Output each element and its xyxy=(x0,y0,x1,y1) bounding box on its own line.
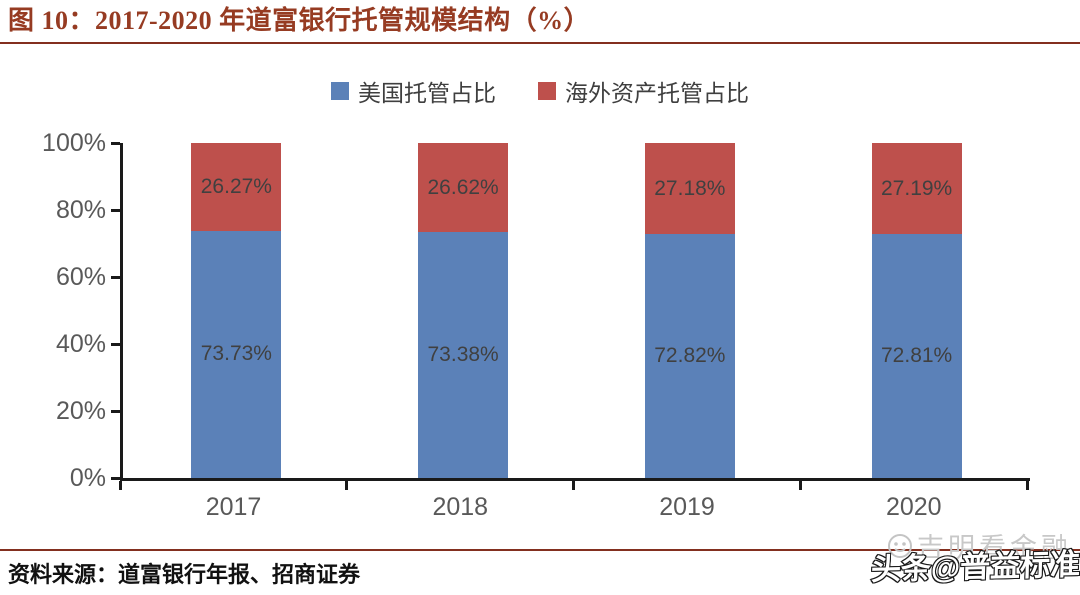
bar-segment-us: 72.82% xyxy=(644,234,735,478)
x-tick-mark xyxy=(1025,481,1029,490)
chart-legend: 美国托管占比 海外资产托管占比 xyxy=(0,74,1080,108)
y-tick-mark xyxy=(111,477,120,480)
watermark-faint: 吉明看金融 xyxy=(887,526,1072,565)
smiley-face-icon xyxy=(888,533,912,558)
x-tick-label-2020: 2020 xyxy=(885,493,942,521)
bar-segment-overseas: 26.27% xyxy=(191,143,282,231)
data-label: 72.81% xyxy=(881,344,953,368)
y-tick-mark xyxy=(111,142,120,145)
footer-rule xyxy=(0,549,1080,551)
data-label: 27.18% xyxy=(654,176,726,200)
legend-item-1: 海外资产托管占比 xyxy=(538,74,749,108)
bar-segment-overseas: 26.62% xyxy=(418,143,509,233)
legend-swatch-icon xyxy=(331,82,349,100)
x-tick-label-2019: 2019 xyxy=(659,493,715,521)
bar-group-2019: 27.18% 72.82% xyxy=(577,143,804,478)
watermark-faint-label: 吉明看金融 xyxy=(917,533,1072,563)
legend-label: 美国托管占比 xyxy=(358,80,496,106)
data-label: 27.19% xyxy=(881,176,953,200)
data-label: 26.27% xyxy=(200,175,272,198)
y-tick-mark xyxy=(111,209,120,212)
stacked-bar-2020: 27.19% 72.81% xyxy=(871,143,962,478)
watermark: 吉明看金融 头条@普益标准 xyxy=(820,520,1080,595)
bar-group-2020: 27.19% 72.81% xyxy=(803,143,1030,478)
y-tick-mark xyxy=(111,343,120,346)
bar-segment-us: 72.81% xyxy=(871,234,962,478)
x-tick-mark xyxy=(572,481,575,490)
bar-group-2018: 26.62% 73.38% xyxy=(350,143,577,478)
legend-label: 海外资产托管占比 xyxy=(565,80,749,106)
data-label: 73.73% xyxy=(200,342,272,366)
x-tick-mark xyxy=(798,481,802,490)
bar-segment-overseas: 27.18% xyxy=(644,143,735,235)
legend-swatch-icon xyxy=(538,82,556,100)
x-tick-label-2018: 2018 xyxy=(432,493,489,521)
data-label: 26.62% xyxy=(427,175,499,199)
bar-group-2017: 26.27% 73.73% xyxy=(123,143,350,478)
x-tick-mark xyxy=(118,481,122,490)
stacked-bar-2019: 27.18% 72.82% xyxy=(644,143,735,478)
legend-item-0: 美国托管占比 xyxy=(331,74,496,108)
page-title: 图 10：2017-2020 年道富银行托管规模结构（%） xyxy=(8,6,591,35)
bar-segment-us: 73.73% xyxy=(191,231,282,478)
data-label: 72.82% xyxy=(654,344,726,368)
source-note: 资料来源：道富银行年报、招商证券 xyxy=(8,562,361,587)
stacked-bar-2017: 26.27% 73.73% xyxy=(191,143,282,478)
bar-segment-overseas: 27.19% xyxy=(871,143,962,235)
bar-segment-us: 73.38% xyxy=(418,232,509,478)
watermark-headline: 头条@普益标准 xyxy=(869,547,1080,588)
x-tick-mark xyxy=(345,481,349,490)
x-tick-label-2017: 2017 xyxy=(205,493,262,521)
y-tick-label: 40% xyxy=(55,330,106,358)
y-tick-mark xyxy=(111,276,120,279)
plot-area: 26.27% 73.73% 26.62% 73.38% 27.18% 72.82% 27.1… xyxy=(120,143,1030,481)
stacked-bar-2018: 26.62% 73.38% xyxy=(418,143,509,478)
y-tick-label: 80% xyxy=(55,196,106,224)
y-tick-label: 100% xyxy=(42,129,106,157)
title-rule xyxy=(0,42,1080,44)
y-tick-label: 60% xyxy=(55,263,106,291)
y-tick-mark xyxy=(111,410,120,413)
y-tick-label: 0% xyxy=(69,464,106,492)
data-label: 73.38% xyxy=(427,343,499,367)
y-tick-label: 20% xyxy=(55,397,106,425)
